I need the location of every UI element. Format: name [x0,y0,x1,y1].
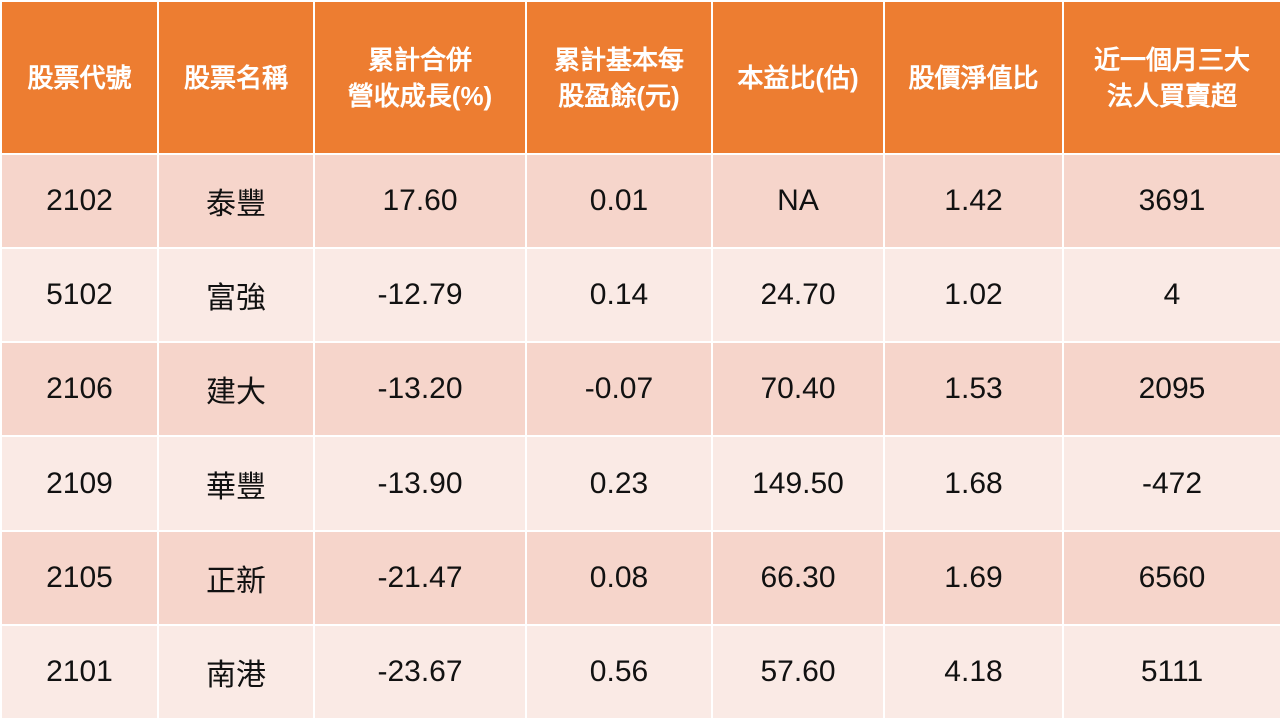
table-cell: 2102 [0,152,159,250]
table-cell: 1.69 [883,529,1064,626]
table-cell: 南港 [157,623,315,720]
table-cell: 5111 [1062,623,1280,720]
table-cell: 3691 [1062,152,1280,250]
table-row: 2105 正新 -21.47 0.08 66.30 1.69 6560 [0,529,1280,626]
table-cell: 70.40 [711,341,885,438]
table-cell: 4.18 [883,623,1064,720]
table-cell: -12.79 [313,247,527,344]
table-cell: 149.50 [711,435,885,532]
table-cell: 2109 [0,435,159,532]
table-cell: -23.67 [313,623,527,720]
table-cell: 1.53 [883,341,1064,438]
table-row: 2109 華豐 -13.90 0.23 149.50 1.68 -472 [0,435,1280,532]
header-text: 股價淨值比 [908,62,1039,93]
table-cell: 0.56 [525,623,713,720]
table-cell: 2095 [1062,341,1280,438]
table-cell: 1.42 [883,152,1064,250]
header-text: 本益比(估) [737,62,859,93]
table-cell: 6560 [1062,529,1280,626]
header-cell: 本益比(估) [711,0,885,155]
table-row: 5102 富強 -12.79 0.14 24.70 1.02 4 [0,247,1280,344]
header-row: 股票代號 股票名稱 累計合併 營收成長(%) 累計基本每 股盈餘(元) 本益比(估) 股價淨值… [0,0,1280,155]
header-cell: 近一個月三大 法人買賣超 [1062,0,1280,155]
table-cell: 富強 [157,247,315,344]
header-text: 法人買賣超 [1106,80,1237,111]
table-cell: 66.30 [711,529,885,626]
header-cell: 累計合併營收成長(%) [313,0,527,155]
header-text: 累計合併 [367,44,472,75]
table-row: 2102 泰豐 17.60 0.01 NA 1.42 3691 [0,152,1280,250]
header-text: 股盈餘(元) [558,80,680,111]
header-cell: 股價淨值比 [883,0,1064,155]
table-cell: -0.07 [525,341,713,438]
table-cell: 華豐 [157,435,315,532]
table-cell: 0.01 [525,152,713,250]
table-cell: 泰豐 [157,152,315,250]
table-cell: 1.68 [883,435,1064,532]
table-cell: 4 [1062,247,1280,344]
table-cell: -13.90 [313,435,527,532]
header-text: 累計基本每 [553,44,684,75]
header-text: 股票代號 [27,62,132,93]
table-cell: -21.47 [313,529,527,626]
table-cell: 0.23 [525,435,713,532]
table-cell: NA [711,152,885,250]
table-row: 2106 建大 -13.20 -0.07 70.40 1.53 2095 [0,341,1280,438]
table-cell: 0.14 [525,247,713,344]
table-cell: 2106 [0,341,159,438]
table-cell: 24.70 [711,247,885,344]
table-row: 2101 南港 -23.67 0.56 57.60 4.18 5111 [0,623,1280,720]
table-cell: -13.20 [313,341,527,438]
table-cell: -472 [1062,435,1280,532]
header-text: 營收成長(%) [347,80,493,111]
table-cell: 17.60 [313,152,527,250]
table-cell: 0.08 [525,529,713,626]
table-cell: 2101 [0,623,159,720]
table-cell: 57.60 [711,623,885,720]
header-cell: 股票名稱 [157,0,315,155]
header-cell: 累計基本每股盈餘(元) [525,0,713,155]
header-text: 近一個月三大 [1093,44,1250,75]
table-cell: 5102 [0,247,159,344]
header-text: 股票名稱 [183,62,288,93]
table-cell: 建大 [157,341,315,438]
table-cell: 正新 [157,529,315,626]
header-cell: 股票代號 [0,0,159,155]
table-cell: 1.02 [883,247,1064,344]
table-cell: 2105 [0,529,159,626]
